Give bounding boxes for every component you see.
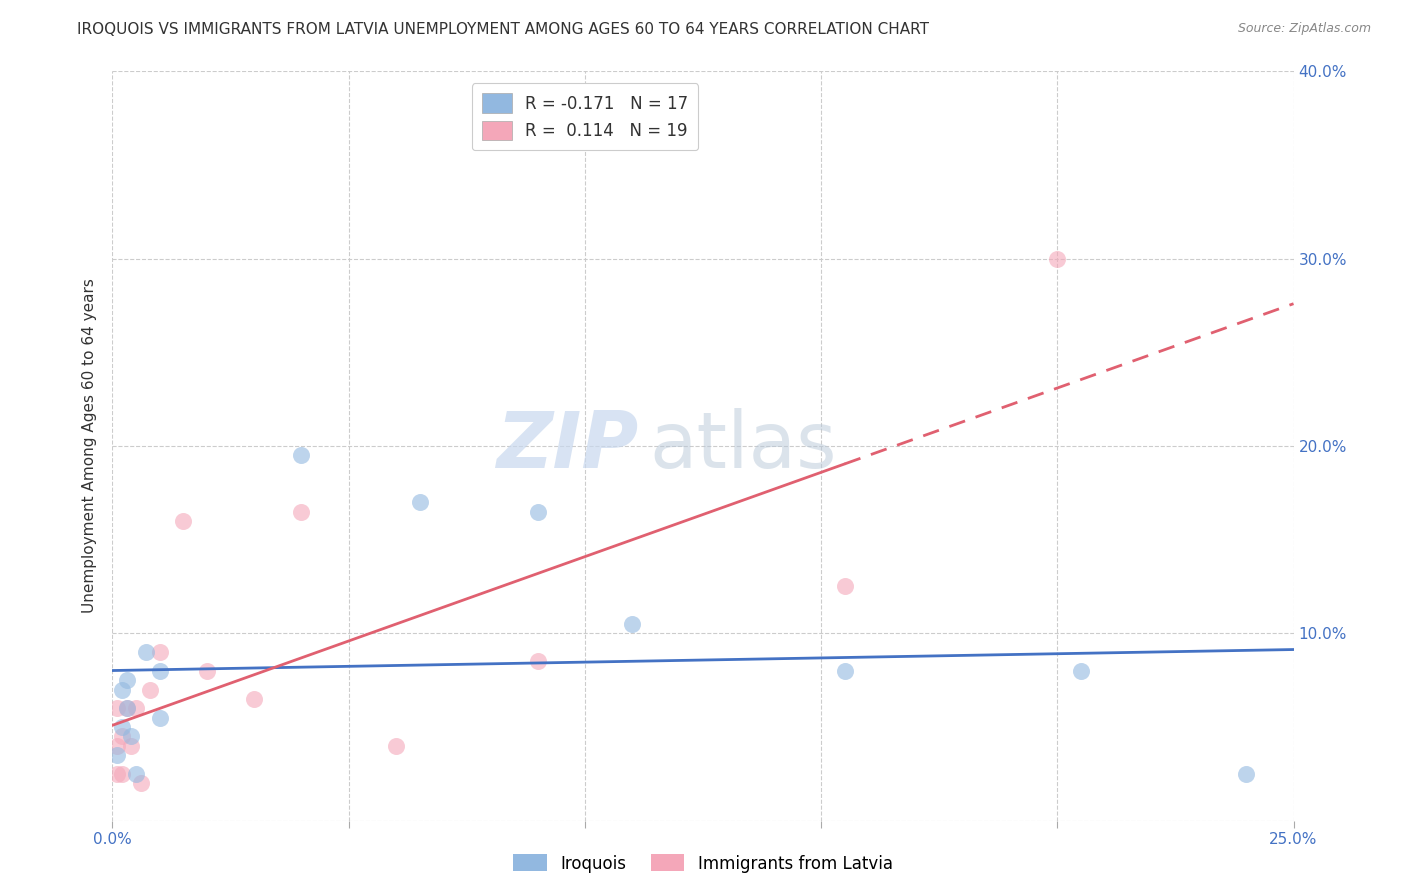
Point [129,776,152,790]
Point [111,767,134,781]
Point [125,767,148,781]
Point [149,710,172,724]
Point [149,664,172,678]
Point [149,645,172,659]
Point [111,720,134,734]
Point [120,739,142,753]
Point [115,673,138,688]
Point [290,449,312,463]
Text: Source: ZipAtlas.com: Source: ZipAtlas.com [1237,22,1371,36]
Point [243,692,266,706]
Point [1234,767,1257,781]
Point [105,747,128,762]
Point [120,730,142,744]
Point [408,495,430,509]
Point [172,514,194,528]
Text: atlas: atlas [650,408,838,484]
Legend: Iroquois, Immigrants from Latvia: Iroquois, Immigrants from Latvia [506,847,900,880]
Point [290,505,312,519]
Y-axis label: Unemployment Among Ages 60 to 64 years: Unemployment Among Ages 60 to 64 years [82,278,97,614]
Text: ZIP: ZIP [496,408,638,484]
Point [1046,252,1069,266]
Point [385,739,408,753]
Point [195,664,218,678]
Point [1070,664,1092,678]
Point [125,701,148,715]
Point [526,505,548,519]
Point [105,767,128,781]
Point [135,645,157,659]
Legend: R = -0.171   N = 17, R =  0.114   N = 19: R = -0.171 N = 17, R = 0.114 N = 19 [471,84,699,150]
Point [139,682,162,697]
Point [834,664,856,678]
Point [111,682,134,697]
Point [111,730,134,744]
Point [105,701,128,715]
Point [115,701,138,715]
Point [834,580,856,594]
Point [526,655,548,669]
Text: IROQUOIS VS IMMIGRANTS FROM LATVIA UNEMPLOYMENT AMONG AGES 60 TO 64 YEARS CORREL: IROQUOIS VS IMMIGRANTS FROM LATVIA UNEMP… [77,22,929,37]
Point [115,701,138,715]
Point [621,617,644,632]
Point [105,739,128,753]
